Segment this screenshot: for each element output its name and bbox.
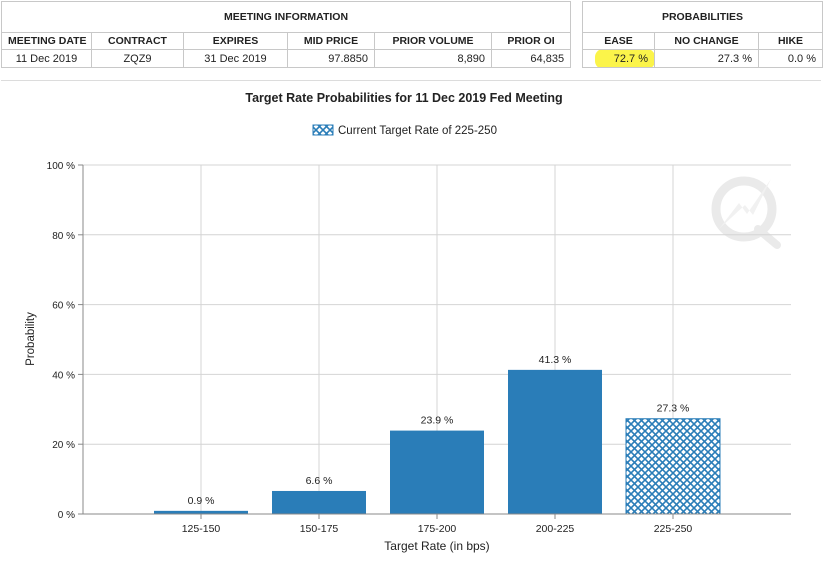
legend-swatch <box>312 124 334 136</box>
value-mid-price: 97.8850 <box>287 49 375 68</box>
y-tick-label: 80 % <box>52 231 75 242</box>
bar-175-200 <box>390 430 484 514</box>
bar-200-225 <box>508 369 602 514</box>
probabilities-table: PROBABILITIES EASE NO CHANGE HIKE 72.7 %… <box>581 1 824 68</box>
x-tick-label-125-150: 125-150 <box>182 523 221 535</box>
x-tick-label-225-250: 225-250 <box>654 523 693 535</box>
value-ease-text: 72.7 % <box>613 52 648 65</box>
value-no-change: 27.3 % <box>654 49 759 68</box>
target-rate-chart: Target Rate Probabilities for 11 Dec 201… <box>25 91 791 553</box>
legend: Current Target Rate of 225-250 <box>312 124 497 137</box>
probabilities-title: PROBABILITIES <box>581 1 824 33</box>
y-tick-label: 20 % <box>52 440 75 451</box>
x-tick-label-200-225: 200-225 <box>536 523 575 535</box>
chart-panel: Target Rate Probabilities for 11 Dec 201… <box>1 80 821 565</box>
header-contract: CONTRACT <box>91 32 184 50</box>
value-ease: 72.7 % <box>582 49 655 68</box>
bar-125-150 <box>154 510 248 514</box>
value-prior-volume: 8,890 <box>374 49 492 68</box>
legend-label: Current Target Rate of 225-250 <box>338 125 497 137</box>
header-prior-volume: PRIOR VOLUME <box>374 32 492 50</box>
header-expires: EXPIRES <box>183 32 288 50</box>
header-prior-oi: PRIOR OI <box>490 32 572 50</box>
y-tick-label: 100 % <box>47 161 75 172</box>
x-tick-label-150-175: 150-175 <box>300 523 339 535</box>
header-ease: EASE <box>582 32 655 50</box>
bar-150-175 <box>272 490 366 514</box>
value-expires: 31 Dec 2019 <box>183 49 288 68</box>
value-prior-oi: 64,835 <box>490 49 572 68</box>
data-label-150-175: 6.6 % <box>306 475 333 487</box>
meeting-information-title: MEETING INFORMATION <box>0 1 572 33</box>
header-no-change: NO CHANGE <box>654 32 759 50</box>
data-label-200-225: 41.3 % <box>539 354 572 366</box>
y-tick-label: 60 % <box>52 301 75 312</box>
bar-225-250 <box>625 418 721 515</box>
header-mid-price: MID PRICE <box>287 32 375 50</box>
header-hike: HIKE <box>757 32 824 50</box>
axes: 0 % 20 % 40 % 60 % 80 % 100 % 125-150 150-175 17… <box>47 161 791 535</box>
highlight-mark <box>595 50 654 67</box>
data-label-175-200: 23.9 % <box>421 415 454 427</box>
x-axis-label: Target Rate (in bps) <box>384 539 489 553</box>
header-meeting-date: MEETING DATE <box>1 32 92 50</box>
watermark-logo <box>711 176 781 249</box>
data-label-225-250: 27.3 % <box>657 403 690 415</box>
chart-title: Target Rate Probabilities for 11 Dec 201… <box>245 91 562 105</box>
value-contract: ZQZ9 <box>91 49 184 68</box>
value-hike: 0.0 % <box>757 49 824 68</box>
y-axis-label: Probability <box>25 312 37 366</box>
y-tick-label: 40 % <box>52 370 75 381</box>
x-tick-label-175-200: 175-200 <box>418 523 457 535</box>
data-label-125-150: 0.9 % <box>188 495 215 507</box>
bars: 0.9 % 6.6 % 23.9 % 41.3 % 27.3 % <box>154 354 721 515</box>
value-meeting-date: 11 Dec 2019 <box>1 49 92 68</box>
y-tick-label: 0 % <box>58 510 75 521</box>
meeting-information-table: MEETING INFORMATION MEETING DATE CONTRAC… <box>0 1 572 68</box>
